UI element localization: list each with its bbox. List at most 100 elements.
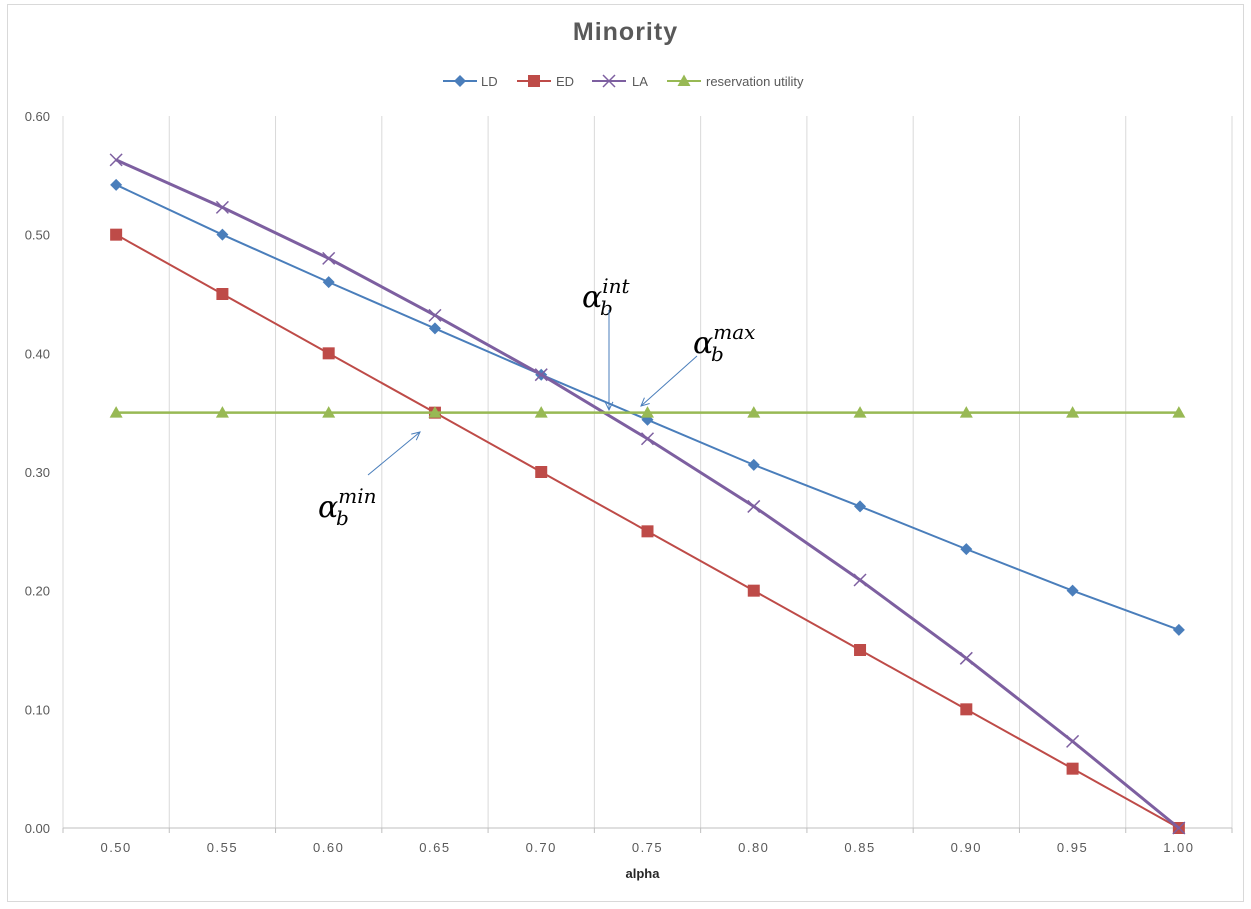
- data-point-la: [109, 153, 123, 167]
- x-marker-stroke: [959, 651, 973, 665]
- data-point-la: [1172, 821, 1186, 835]
- data-point-ld: [854, 500, 867, 513]
- x-marker-stroke: [428, 308, 442, 322]
- x-tick-label: 0.55: [207, 840, 238, 855]
- x-marker-stroke: [322, 251, 336, 265]
- x-marker-stroke: [640, 432, 655, 446]
- series-reservation-utility: [109, 406, 1186, 418]
- data-point-ld: [110, 178, 123, 191]
- x-axis-label: alpha: [626, 866, 661, 881]
- x-tick-label: 0.95: [1057, 840, 1088, 855]
- x-tick-label: 0.80: [738, 840, 769, 855]
- data-point-reservation-utility: [1172, 406, 1186, 418]
- legend-label: ED: [556, 74, 574, 89]
- annotation-arrowhead: [604, 401, 614, 412]
- data-point-la: [428, 308, 442, 322]
- data-point-reservation-utility: [853, 406, 867, 418]
- annotation-subscript: b: [600, 296, 613, 320]
- data-point-reservation-utility: [534, 406, 548, 418]
- data-point-la: [640, 432, 655, 446]
- chart-frame: [7, 4, 1244, 902]
- x-tick-label: 0.85: [844, 840, 875, 855]
- x-tick-label: 0.75: [632, 840, 663, 855]
- x-marker-stroke: [215, 200, 229, 214]
- x-marker-stroke: [747, 499, 761, 513]
- legend-item-ld: LD: [443, 74, 498, 89]
- annotation-label: αmin: [318, 484, 377, 525]
- data-point-reservation-utility: [747, 406, 761, 418]
- data-point-ed: [1066, 762, 1079, 775]
- y-tick-label: 0.20: [25, 584, 50, 599]
- data-point-reservation-utility: [322, 406, 336, 418]
- data-point-la: [747, 499, 761, 513]
- x-tick-label: 0.65: [419, 840, 450, 855]
- annotation-arrowhead: [640, 397, 650, 407]
- x-marker-stroke: [1066, 734, 1080, 748]
- legend-marker: [677, 74, 691, 86]
- chart-title: Minority: [572, 18, 679, 46]
- y-tick-label: 0.50: [25, 228, 50, 243]
- data-point-ld: [428, 322, 441, 335]
- x-marker-stroke: [602, 74, 616, 88]
- x-marker-stroke: [534, 368, 548, 382]
- y-tick-label: 0.30: [25, 465, 50, 480]
- data-point-reservation-utility: [215, 406, 229, 418]
- data-point-ed: [747, 584, 760, 597]
- annotation-arrow: [367, 431, 421, 476]
- legend-marker: [528, 75, 540, 87]
- data-point-la: [215, 200, 229, 214]
- data-point-ld: [960, 543, 973, 556]
- data-point-reservation-utility: [959, 406, 973, 418]
- data-point-ed: [535, 466, 548, 478]
- legend-marker: [454, 75, 466, 87]
- annotation-subscript: b: [711, 342, 724, 366]
- y-tick-label: 0.00: [25, 821, 50, 836]
- legend-label: reservation utility: [706, 74, 804, 89]
- y-tick-label: 0.40: [25, 346, 50, 361]
- data-point-ld: [216, 228, 229, 241]
- data-point-ed: [322, 347, 335, 360]
- x-marker-stroke: [853, 573, 867, 587]
- legend-item-la: LA: [592, 74, 648, 89]
- legend-item-reservation-utility: reservation utility: [667, 74, 804, 89]
- y-tick-label: 0.60: [25, 109, 50, 124]
- series-ed: [110, 228, 1185, 834]
- annotation-arrow: [640, 355, 698, 407]
- annotation-label: αint: [582, 274, 631, 315]
- data-point-la: [1066, 734, 1080, 748]
- x-tick-label: 1.00: [1163, 840, 1194, 855]
- data-point-ld: [747, 458, 760, 471]
- data-point-reservation-utility: [641, 406, 654, 418]
- y-tick-label: 0.10: [25, 702, 50, 717]
- data-point-ed: [960, 703, 973, 716]
- data-point-ed: [216, 288, 229, 300]
- data-point-ed: [641, 525, 654, 538]
- series-la: [109, 153, 1186, 835]
- legend-label: LA: [632, 74, 648, 89]
- data-point-ld: [1066, 584, 1079, 597]
- data-point-reservation-utility: [109, 406, 123, 418]
- data-point-la: [534, 368, 548, 382]
- legend-item-ed: ED: [517, 74, 574, 89]
- data-point-ld: [322, 276, 335, 289]
- legend-label: LD: [481, 74, 498, 89]
- annotation-arrowhead: [411, 431, 421, 441]
- x-tick-label: 0.70: [526, 840, 557, 855]
- data-point-reservation-utility: [428, 406, 442, 418]
- data-point-reservation-utility: [1066, 406, 1080, 418]
- annotation-subscript: b: [336, 506, 349, 530]
- x-tick-label: 0.90: [951, 840, 982, 855]
- data-point-ed: [110, 228, 123, 241]
- x-marker-stroke: [1172, 821, 1186, 835]
- legend-marker: [602, 74, 616, 88]
- data-point-ld: [1172, 623, 1185, 636]
- data-point-la: [959, 651, 973, 665]
- x-marker-stroke: [109, 153, 123, 167]
- data-point-la: [322, 251, 336, 265]
- annotation-label: αmax: [693, 320, 755, 361]
- data-point-la: [853, 573, 867, 587]
